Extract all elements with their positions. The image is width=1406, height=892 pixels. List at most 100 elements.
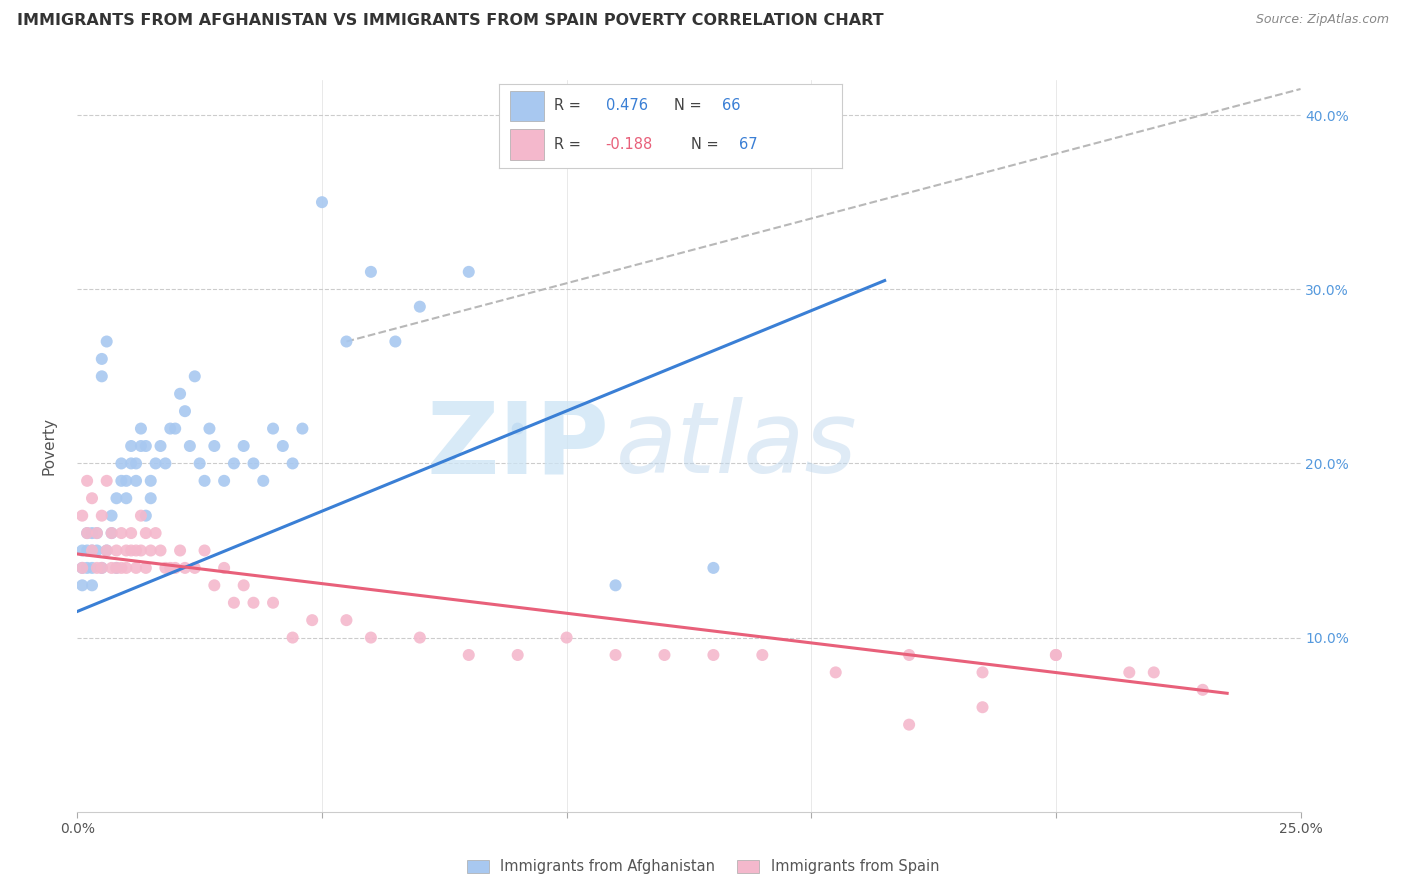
Point [188,457,211,471]
Point [76,526,98,541]
Point [90,351,112,366]
Point [80,543,103,558]
Point [135,561,157,575]
Point [972,700,994,714]
Point [129,543,152,558]
Point [605,578,627,592]
Point [96,543,118,558]
Point [335,613,357,627]
Point [96,543,118,558]
Point [1045,648,1067,662]
Point [86,543,108,558]
Point [898,717,921,731]
Point [110,457,132,471]
Point [145,526,167,541]
Point [105,543,128,558]
Point [1118,665,1140,680]
Point [898,648,921,662]
Point [86,526,108,541]
Point [149,439,172,453]
Point [165,561,187,575]
Point [105,561,128,575]
Point [135,526,157,541]
Point [100,508,122,523]
Point [125,474,148,488]
Point [242,596,264,610]
Point [972,665,994,680]
Point [301,613,323,627]
Point [115,543,138,558]
Point [262,421,284,435]
Point [457,648,479,662]
Point [76,561,98,575]
Point [125,457,148,471]
Point [80,578,103,592]
Point [100,526,122,541]
Point [605,648,627,662]
Point [76,474,98,488]
Y-axis label: Poverty: Poverty [42,417,56,475]
Point [90,369,112,384]
Point [169,543,191,558]
Point [281,457,304,471]
Point [110,474,132,488]
Point [824,665,846,680]
Point [139,491,162,506]
Point [174,561,197,575]
Point [90,561,112,575]
Legend: Immigrants from Afghanistan, Immigrants from Spain: Immigrants from Afghanistan, Immigrants … [461,854,945,880]
Text: Source: ZipAtlas.com: Source: ZipAtlas.com [1256,13,1389,27]
Point [76,526,98,541]
Text: IMMIGRANTS FROM AFGHANISTAN VS IMMIGRANTS FROM SPAIN POVERTY CORRELATION CHART: IMMIGRANTS FROM AFGHANISTAN VS IMMIGRANT… [17,13,883,29]
Point [149,543,172,558]
Point [105,561,128,575]
Point [125,561,148,575]
Point [76,543,98,558]
Point [360,265,382,279]
Point [96,474,118,488]
Point [70,561,93,575]
Point [115,491,138,506]
Point [90,508,112,523]
Point [212,474,235,488]
Point [129,421,152,435]
Point [179,439,201,453]
Point [222,596,245,610]
Point [193,474,215,488]
Point [120,457,142,471]
Point [262,596,284,610]
Point [174,404,197,418]
Point [409,631,432,645]
Point [202,578,225,592]
Point [155,561,177,575]
Point [232,439,254,453]
Point [184,561,207,575]
Point [90,561,112,575]
Point [80,491,103,506]
Point [252,474,274,488]
Point [96,334,118,349]
Point [120,543,142,558]
Point [654,648,676,662]
Point [232,578,254,592]
Point [80,526,103,541]
Point [105,491,128,506]
Point [120,526,142,541]
Point [100,561,122,575]
Point [193,543,215,558]
Point [86,561,108,575]
Point [159,421,181,435]
Point [159,561,181,575]
Text: ZIP: ZIP [426,398,609,494]
Point [100,526,122,541]
Point [145,457,167,471]
Point [129,508,152,523]
Point [86,526,108,541]
Point [281,631,304,645]
Point [702,561,724,575]
Point [70,578,93,592]
Point [110,526,132,541]
Point [115,474,138,488]
Point [135,439,157,453]
Point [125,543,148,558]
